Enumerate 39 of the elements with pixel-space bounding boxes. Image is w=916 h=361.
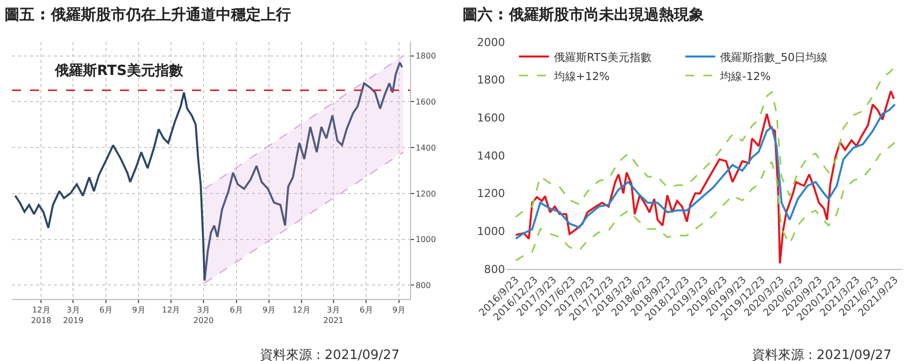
y2-tick-label: 1400	[416, 143, 436, 152]
source-note: 資料來源 : 2021/09/27	[752, 348, 892, 361]
x-tick-label: 6月	[99, 306, 113, 315]
line-series	[514, 141, 896, 262]
x-tick-label: 3月 2019	[63, 306, 84, 325]
chart-title: 圖六 : 俄羅斯股市尚未出現過熱現象	[462, 6, 704, 24]
source-note: 資料來源 : 2021/09/27	[260, 348, 400, 361]
x-tick-label: 9月	[132, 306, 146, 315]
y-tick-label: 800	[484, 262, 505, 276]
y2-tick-label: 1000	[416, 235, 436, 244]
x-tick-label: 9月	[262, 306, 276, 315]
y-tick-label: 1000	[477, 225, 505, 238]
x-tick-label: 9月	[392, 306, 406, 315]
line-series	[14, 62, 404, 282]
y-tick-label: 2000	[477, 36, 505, 49]
x-tick-label: 3月 2020	[193, 306, 214, 325]
x-tick-label: 12月 2018	[31, 306, 52, 325]
x-tick-label: 12月	[162, 306, 180, 315]
x-tick-label: 6月	[230, 306, 243, 315]
y2-tick-label: 800	[416, 281, 431, 290]
y-tick-label: 1800	[477, 74, 505, 87]
x-tick-label: 6月	[360, 306, 373, 315]
y2-tick-label: 1200	[416, 189, 436, 198]
chart-title: 圖五 : 俄羅斯股市仍在上升通道中穩定上行	[4, 6, 292, 24]
line-series	[514, 103, 896, 240]
series-label: 俄羅斯RTS美元指數	[54, 62, 184, 79]
y-tick-label: 1400	[477, 149, 505, 162]
y-tick-label: 1200	[477, 187, 505, 200]
line-series	[514, 90, 895, 264]
legend-label: 均線+12%	[552, 70, 610, 83]
y-tick-label: 1600	[477, 112, 505, 125]
legend-label: 俄羅斯RTS美元指數	[554, 50, 652, 64]
y2-tick-label: 1600	[416, 97, 436, 106]
line-series	[514, 66, 896, 218]
x-tick-label: 12月	[292, 306, 311, 315]
x-tick-label: 3月 2021	[323, 306, 344, 325]
y2-tick-label: 1800	[416, 52, 436, 61]
legend-label: 均線-12%	[719, 70, 771, 83]
legend-label: 俄羅斯指數_50日均線	[720, 50, 828, 64]
